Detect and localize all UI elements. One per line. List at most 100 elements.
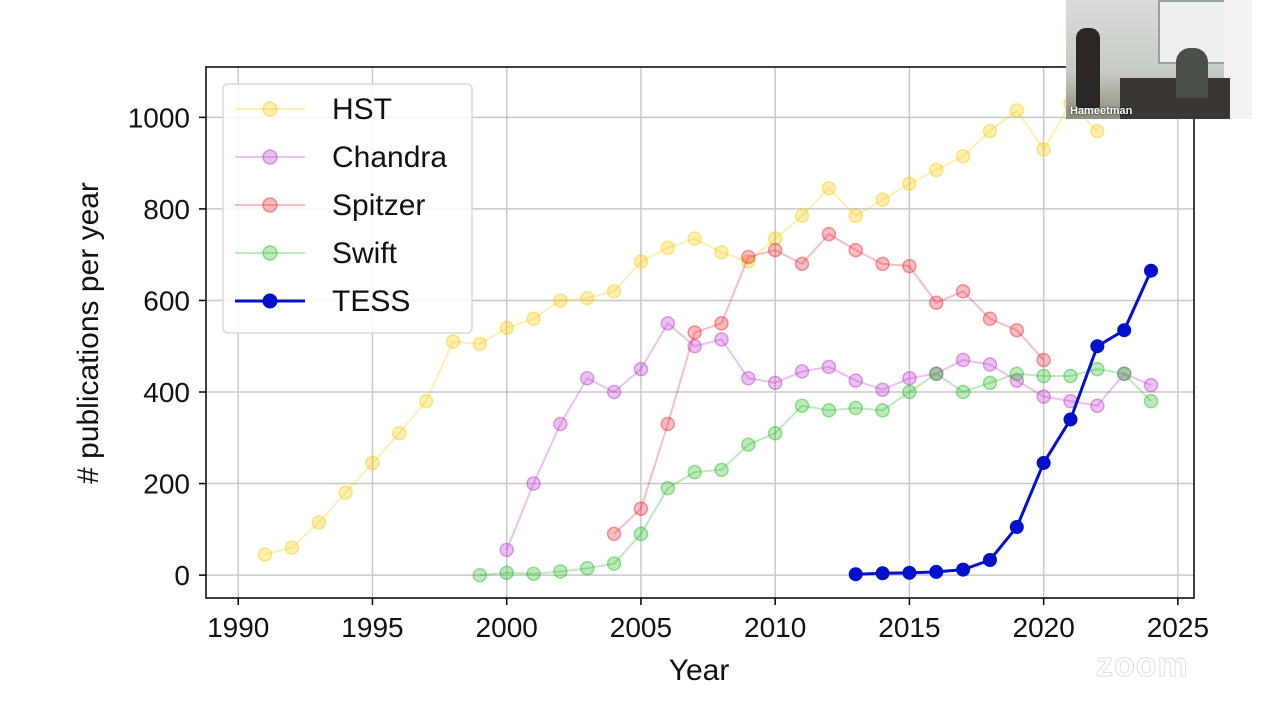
point-spitzer-2012 [821,226,837,242]
point-swift-2014 [875,403,890,418]
point-swift-2017 [955,384,971,400]
speaker-figure [1076,28,1100,108]
legend-label-swift: Swift [332,237,398,270]
point-chandra-2009 [741,371,756,386]
point-chandra-2015 [902,371,917,386]
x-tick-label-2010: 2010 [744,612,806,643]
point-swift-2008 [714,462,729,478]
point-swift-2001 [526,566,541,581]
point-hst-1992 [284,540,300,555]
point-tess-2024 [1144,263,1159,278]
x-tick-label-2025: 2025 [1147,612,1209,643]
point-swift-2012 [821,403,837,418]
point-spitzer-2007 [687,325,702,340]
point-hst-1997 [418,393,434,409]
point-swift-2018 [982,375,998,391]
legend-entry-chandra: Chandra [235,141,447,174]
point-spitzer-2013 [848,242,863,258]
legend-marker-spitzer [262,197,278,213]
point-hst-1995 [365,455,380,471]
point-chandra-2005 [633,361,649,377]
point-chandra-2000 [499,542,514,558]
point-chandra-2016 [929,366,944,381]
x-tick-label-2015: 2015 [878,612,940,643]
legend-marker-hst [262,101,278,117]
point-tess-2017 [956,562,971,577]
point-hst-2014 [875,192,890,207]
point-chandra-2024 [1143,377,1159,393]
y-axis-label: # publications per year [72,182,105,484]
point-hst-2000 [499,320,514,336]
point-swift-2003 [579,560,595,576]
point-swift-2005 [633,526,649,542]
zoom-watermark: zoom [1096,646,1189,685]
y-tick-label-0: 0 [174,560,190,591]
point-chandra-2014 [875,382,890,397]
point-spitzer-2019 [1009,322,1025,338]
point-tess-2018 [982,553,997,568]
point-spitzer-2016 [929,295,944,310]
point-hst-2015 [902,176,917,191]
series-line-hst [264,101,1099,556]
point-spitzer-2020 [1036,352,1051,368]
point-chandra-2006 [660,316,676,331]
x-tick-label-1995: 1995 [341,612,403,643]
point-hst-2019 [1009,103,1025,118]
series-tess [848,263,1159,582]
series-line-swift [479,368,1152,577]
point-hst-2009 [741,254,756,269]
point-hst-2016 [929,162,944,178]
point-hst-2003 [579,290,595,306]
legend-entry-tess: TESS [235,285,410,318]
series-chandra [499,316,1159,558]
point-hst-2013 [848,208,863,224]
point-swift-2007 [687,464,702,480]
series-lines [257,96,1159,583]
point-hst-1991 [257,547,273,562]
point-hst-2020 [1036,142,1051,157]
y-tick-label-600: 600 [143,285,190,316]
point-hst-2012 [821,181,837,196]
x-tick-label-2020: 2020 [1013,612,1075,643]
point-hst-2006 [660,240,676,256]
point-hst-2001 [526,311,541,327]
point-hst-2010 [767,231,783,246]
point-chandra-2002 [553,416,568,432]
legend-label-spitzer: Spitzer [332,189,425,222]
point-spitzer-2017 [955,284,971,299]
point-tess-2015 [902,565,917,580]
point-swift-2021 [1063,368,1078,384]
point-chandra-2010 [767,375,783,391]
speaker-video-thumbnail[interactable]: Hameetman [1066,0,1252,119]
podium [1120,78,1230,119]
x-tick-label-2000: 2000 [476,612,538,643]
point-tess-2022 [1090,339,1105,354]
series-swift [472,361,1159,583]
y-tick-label-1000: 1000 [128,102,190,133]
point-tess-2019 [1009,520,1024,535]
point-spitzer-2004 [606,526,622,542]
point-swift-2010 [767,425,783,441]
point-hst-2004 [606,284,622,299]
x-tick-label-1990: 1990 [207,612,269,643]
point-chandra-2007 [687,338,702,354]
point-swift-2006 [660,480,676,496]
point-hst-2017 [955,149,971,164]
point-chandra-2023 [1116,366,1132,381]
axis-ticks: 1990 1995 2000 2005 2010 2015 2020 2025 0 200 400 6… [128,102,1209,643]
series-hst [257,96,1105,562]
x-tick-label-2005: 2005 [610,612,672,643]
legend-label-hst: HST [332,93,392,126]
point-hst-1998 [445,334,461,349]
point-chandra-2020 [1036,389,1051,404]
point-spitzer-2014 [875,256,890,272]
point-spitzer-2005 [633,501,649,516]
point-chandra-2022 [1090,398,1105,413]
point-chandra-2001 [526,476,541,491]
series-line-tess [855,270,1153,576]
point-hst-2007 [687,231,702,246]
point-tess-2014 [875,566,890,581]
point-swift-2024 [1143,393,1159,409]
series-spitzer [606,226,1051,542]
point-hst-2005 [633,254,649,269]
